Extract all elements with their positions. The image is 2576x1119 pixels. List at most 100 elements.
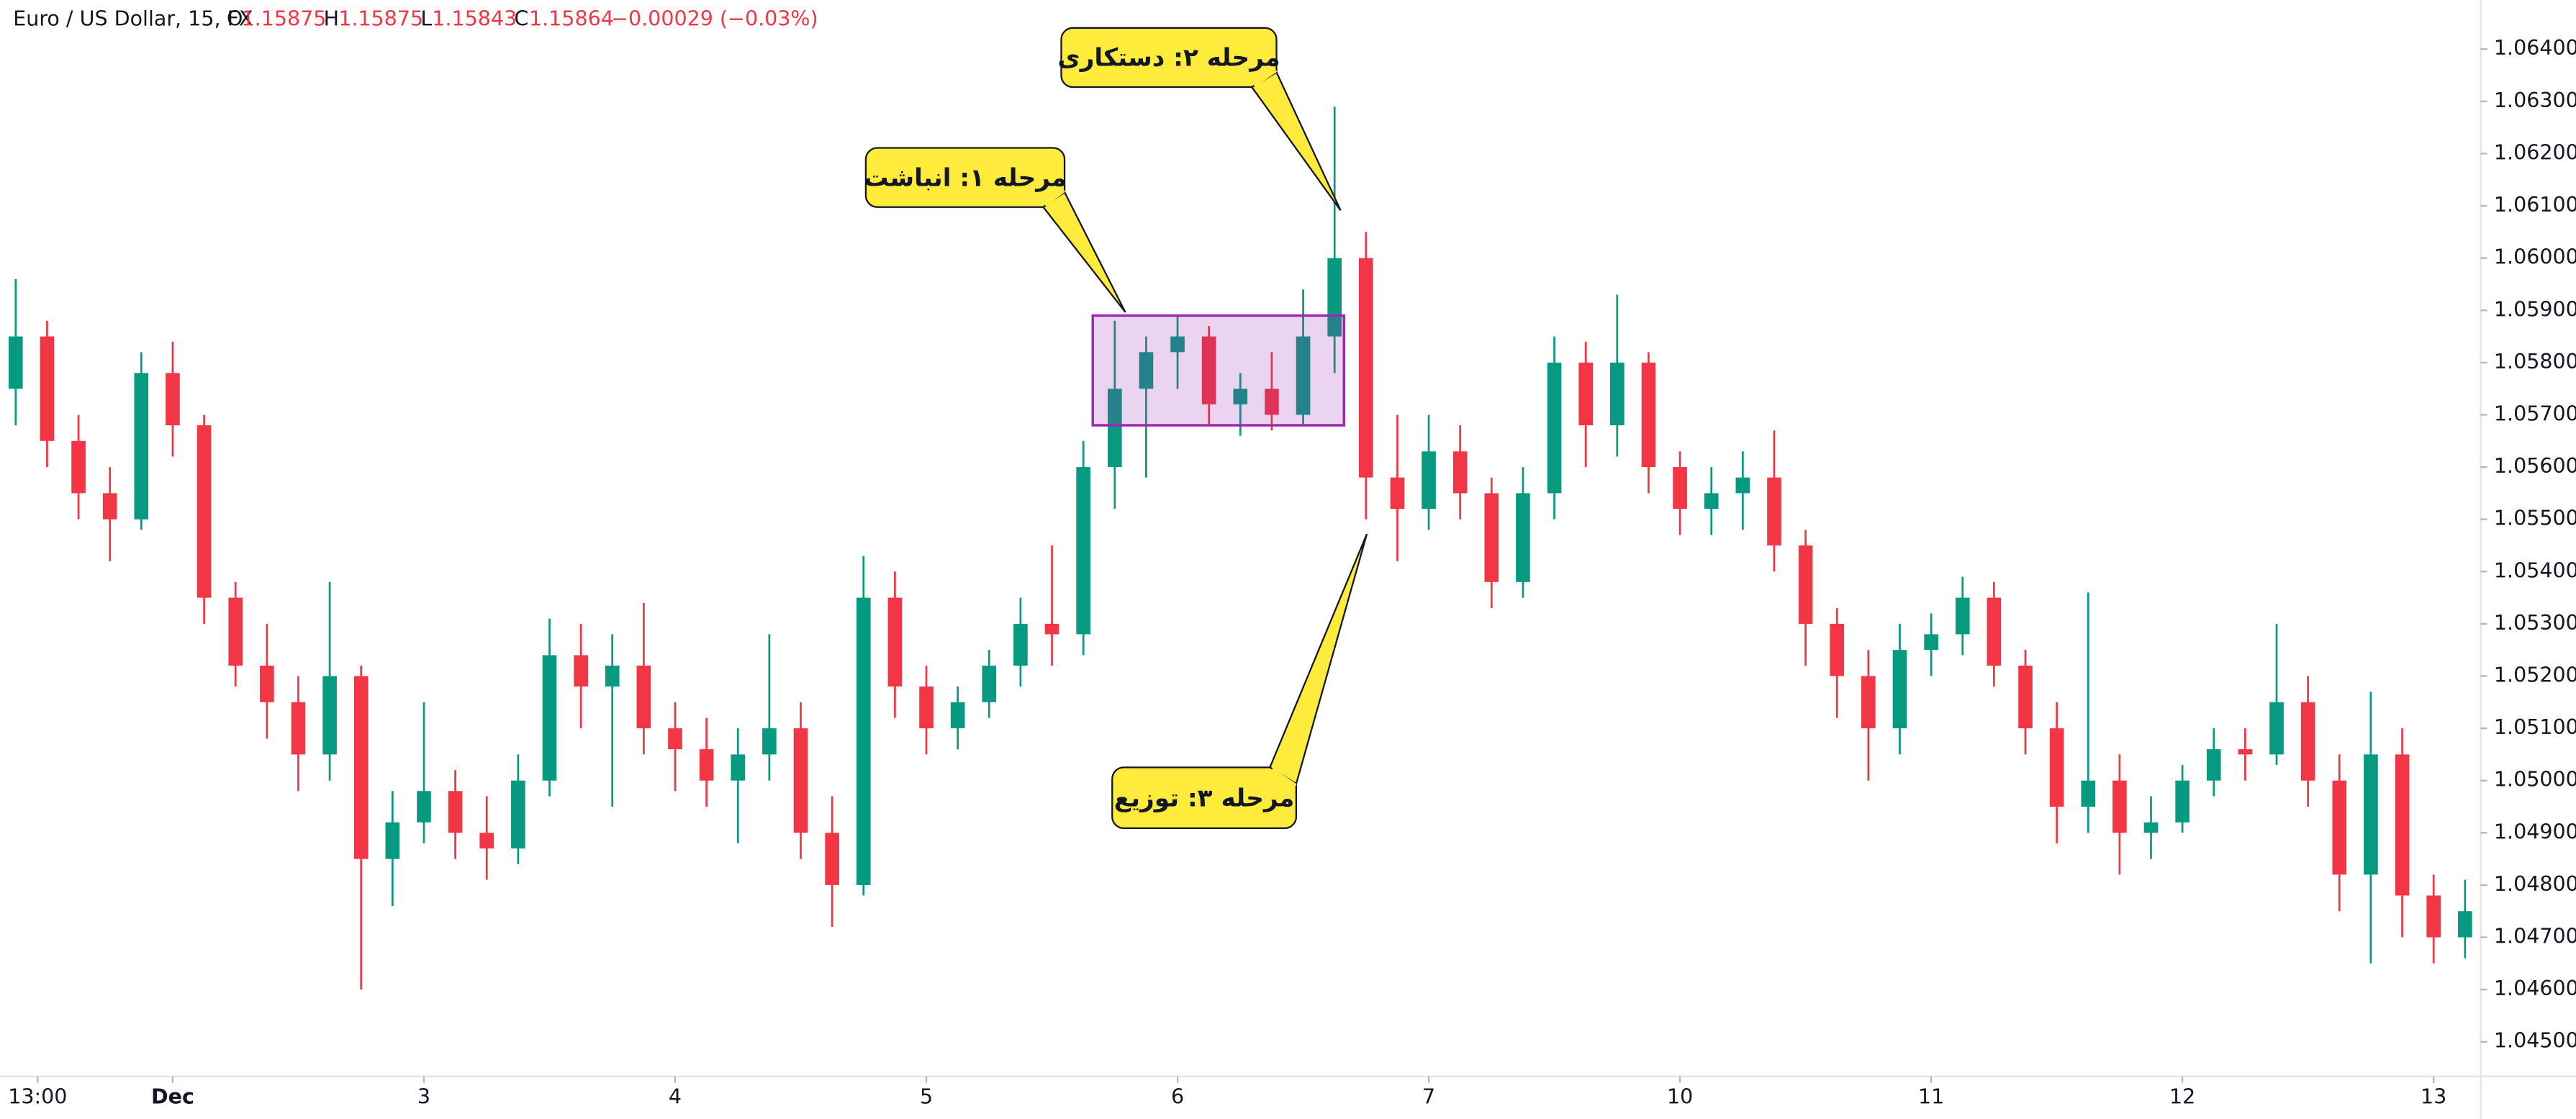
candle-body	[1201, 336, 1216, 404]
symbol: Euro / US Dollar, 15, FX	[13, 6, 253, 30]
high-label: H	[324, 6, 339, 30]
x-tick-label: 11	[1918, 1084, 1944, 1108]
candle-body	[260, 665, 274, 702]
y-tick-label: 1.05700	[2494, 402, 2576, 425]
candle-body	[1861, 676, 1876, 729]
candle-body	[1547, 362, 1562, 494]
candle-body	[2300, 702, 2315, 781]
candle-body	[1359, 258, 1373, 478]
candle-body	[2395, 754, 2410, 896]
x-tick-label: 3	[417, 1084, 430, 1108]
y-tick-label: 1.04800	[2494, 872, 2576, 896]
candle-body	[1516, 493, 1530, 582]
candle-body	[2332, 780, 2347, 875]
candle-body	[1987, 597, 2002, 666]
candle-body	[1955, 597, 1970, 635]
candle-body	[166, 373, 180, 425]
candle-body	[574, 655, 588, 687]
x-tick-label: 12	[2169, 1084, 2195, 1108]
candle-body	[1484, 493, 1499, 582]
candle-body	[887, 597, 903, 687]
candle-body	[102, 493, 117, 520]
candle-body	[2143, 822, 2159, 833]
x-tick-label: 4	[669, 1084, 682, 1108]
candle-body	[353, 676, 369, 859]
candle-body	[668, 728, 682, 750]
candle-body	[825, 833, 839, 885]
candle-body	[1830, 623, 1845, 676]
callout-box	[864, 147, 1066, 208]
y-tick-label: 1.06400	[2494, 36, 2576, 60]
candle-body	[291, 702, 306, 755]
candle-body	[982, 665, 997, 702]
close-value: 1.15864	[529, 6, 614, 30]
candle-body	[1076, 467, 1090, 635]
candle-body	[1170, 336, 1185, 353]
candle-body	[1452, 451, 1468, 494]
candle-body	[2206, 749, 2221, 781]
candle-body	[1924, 634, 1938, 651]
y-tick-label: 1.05000	[2494, 768, 2576, 792]
callout-pointer	[1268, 533, 1368, 785]
low-value: 1.15843	[432, 6, 517, 30]
candle-body	[762, 728, 777, 755]
candle-body	[134, 373, 149, 520]
candle-body	[1578, 362, 1594, 425]
open-value: 1.15875	[242, 6, 327, 30]
candle-body	[1233, 389, 1248, 404]
x-tick-label: 7	[1422, 1084, 1435, 1108]
x-tick-label: 13:00	[8, 1084, 67, 1108]
y-tick-label: 1.05400	[2494, 558, 2576, 582]
candle-body	[1610, 362, 1624, 425]
callout-box	[1111, 766, 1298, 829]
x-tick-label: Dec	[151, 1084, 194, 1108]
candle-body	[1296, 336, 1311, 415]
candle-body	[417, 791, 431, 823]
candle-body	[950, 702, 965, 729]
candle-body	[1107, 389, 1122, 468]
y-tick-label: 1.04700	[2494, 925, 2576, 948]
candle-body	[1735, 477, 1750, 494]
y-tick-label: 1.05600	[2494, 454, 2576, 478]
candle-body	[322, 676, 337, 755]
x-tick-label: 6	[1171, 1084, 1184, 1108]
candle-body	[1704, 493, 1719, 509]
candle-body	[1390, 477, 1405, 509]
candle-body	[1265, 389, 1279, 415]
y-tick-label: 1.06100	[2494, 193, 2576, 217]
candle-body	[1422, 451, 1436, 509]
candle-body	[1013, 623, 1028, 666]
candle-body	[2238, 749, 2253, 755]
close-label: C	[514, 6, 528, 30]
candle-body	[731, 754, 746, 781]
y-tick-label: 1.05500	[2494, 507, 2576, 530]
candle-body	[2018, 665, 2033, 729]
y-tick-label: 1.06000	[2494, 245, 2576, 269]
candle-body	[385, 822, 400, 859]
callout-box	[1060, 27, 1278, 89]
callout-pointer-join	[1270, 767, 1297, 789]
candle-body	[1798, 545, 1813, 624]
candle-body	[71, 440, 86, 494]
candle-body	[479, 833, 494, 849]
candle-body	[856, 597, 871, 885]
y-tick-label: 1.05300	[2494, 611, 2576, 635]
candle-body	[919, 687, 934, 729]
candle-body	[699, 749, 714, 781]
candle-body	[2457, 911, 2472, 938]
range-box	[1091, 314, 1345, 427]
y-tick-label: 1.05900	[2494, 297, 2576, 321]
candles	[8, 107, 2472, 990]
candle-body	[1892, 650, 1907, 729]
candle-body	[1673, 467, 1687, 509]
candle-body	[605, 665, 620, 687]
callout-text: مرحله ۲: دستکاری	[1057, 44, 1280, 73]
y-tick-label: 1.04900	[2494, 820, 2576, 843]
y-tick-label: 1.05100	[2494, 715, 2576, 739]
callout-text: مرحله ۱: انباشت	[864, 163, 1067, 192]
low-label: L	[420, 6, 432, 30]
header: Euro / US Dollar, 15, FX O 1.15875 H 1.1…	[13, 6, 818, 30]
callout-text: مرحله ۳: توزیع	[1114, 784, 1295, 812]
candle-body	[196, 425, 212, 598]
